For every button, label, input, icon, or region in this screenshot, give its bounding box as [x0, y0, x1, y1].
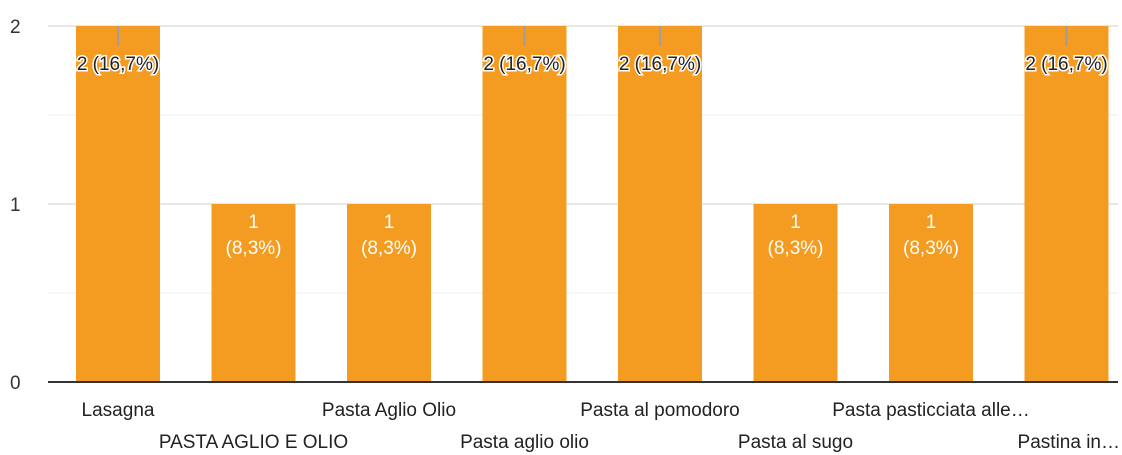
x-tick-label: Lasagna	[82, 400, 155, 421]
bar	[1024, 26, 1109, 382]
x-tick-label: Pasta pasticciata alle…	[832, 400, 1030, 421]
data-label: 1	[384, 212, 395, 233]
bars	[76, 26, 1109, 382]
data-label: (8,3%)	[226, 238, 282, 259]
data-label: (8,3%)	[903, 238, 959, 259]
x-tick-label: Pastina in…	[1018, 432, 1120, 453]
data-label: 2 (16,7%)	[77, 54, 159, 75]
data-label: (8,3%)	[768, 238, 824, 259]
x-tick-label: PASTA AGLIO E OLIO	[159, 432, 348, 453]
data-label: 1	[248, 212, 259, 233]
data-label: 2 (16,7%)	[1025, 54, 1107, 75]
bar	[211, 204, 296, 382]
bar	[753, 204, 838, 382]
data-label: 2 (16,7%)	[483, 54, 565, 75]
x-tick-label: Pasta Aglio Olio	[322, 400, 456, 421]
bar	[347, 204, 431, 382]
x-tick-label: Pasta al sugo	[738, 432, 853, 453]
data-label: 2 (16,7%)	[619, 54, 701, 75]
bar	[76, 26, 160, 382]
x-tick-label: Pasta aglio olio	[460, 432, 589, 453]
data-labels: 2 (16,7%) 1 (8,3%) 1 (8,3%) 2 (16,7%) 2 (16,7%…	[75, 26, 1109, 259]
y-tick-label: 1	[10, 195, 21, 216]
bar	[482, 26, 567, 382]
bar	[889, 204, 973, 382]
y-tick-label: 0	[10, 373, 21, 394]
bar	[618, 26, 702, 382]
x-tick-label: Pasta al pomodoro	[580, 400, 740, 421]
data-label: 1	[790, 212, 801, 233]
data-label: 1	[926, 212, 937, 233]
y-tick-label: 2	[10, 17, 21, 38]
data-label: (8,3%)	[361, 238, 417, 259]
